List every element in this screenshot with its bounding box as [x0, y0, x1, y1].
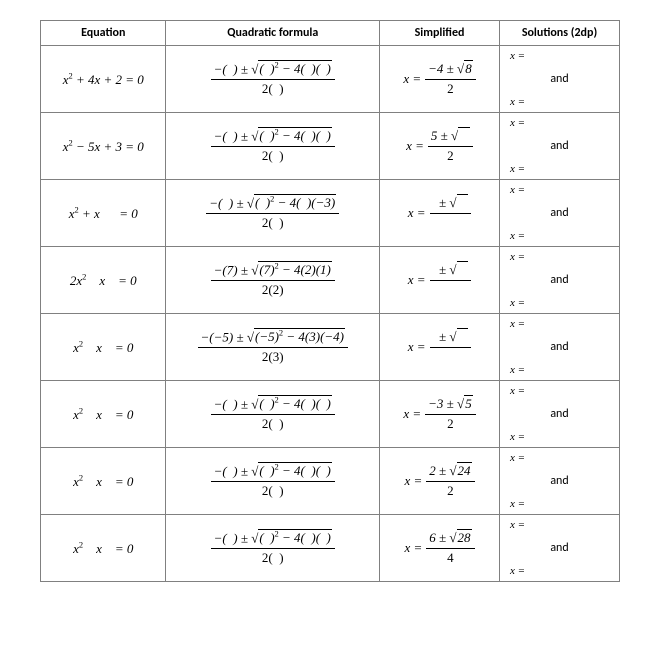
solution-x1: x =: [504, 117, 615, 129]
solution-and: and: [504, 206, 615, 220]
solutions-cell: x = and x =: [500, 448, 620, 515]
solution-x1: x =: [504, 519, 615, 531]
equation-cell: x2 + x = 0: [41, 180, 166, 247]
quadratic-formula-cell: −( ) ± √( )2 − 4( )( )2( ): [166, 381, 380, 448]
quadratic-formula-table: Equation Quadratic formula Simplified So…: [40, 20, 620, 582]
solutions-cell: x = and x =: [500, 247, 620, 314]
table-row: x2 + 4x + 2 = 0−( ) ± √( )2 − 4( )( )2( …: [41, 46, 620, 113]
equation-cell: x2 − 5x + 3 = 0: [41, 113, 166, 180]
solution-x2: x =: [504, 96, 615, 108]
simplified-cell: x =−4 ± √82: [380, 46, 500, 113]
table-row: x2 − 5x + 3 = 0−( ) ± √( )2 − 4( )( )2( …: [41, 113, 620, 180]
simplified-cell: x =6 ± √284: [380, 515, 500, 582]
equation-cell: x2 x = 0: [41, 448, 166, 515]
table-row: 2x2 x = 0−(7) ± √(7)2 − 4(2)(1)2(2)x = ±…: [41, 247, 620, 314]
quadratic-formula-cell: −( ) ± √( )2 − 4( )( )2( ): [166, 448, 380, 515]
header-solutions: Solutions (2dp): [500, 21, 620, 46]
equation-cell: x2 x = 0: [41, 314, 166, 381]
solutions-cell: x = and x =: [500, 46, 620, 113]
solutions-cell: x = and x =: [500, 381, 620, 448]
solution-x2: x =: [504, 297, 615, 309]
equation-cell: 2x2 x = 0: [41, 247, 166, 314]
solutions-cell: x = and x =: [500, 314, 620, 381]
table-row: x2 x = 0−( ) ± √( )2 − 4( )( )2( )x =6 ±…: [41, 515, 620, 582]
solution-x1: x =: [504, 50, 615, 62]
simplified-cell: x = ± √: [380, 247, 500, 314]
solution-and: and: [504, 139, 615, 153]
header-simplified: Simplified: [380, 21, 500, 46]
header-equation: Equation: [41, 21, 166, 46]
solution-x1: x =: [504, 184, 615, 196]
table-row: x2 x = 0−( ) ± √( )2 − 4( )( )2( )x =−3 …: [41, 381, 620, 448]
simplified-cell: x = ± √: [380, 314, 500, 381]
solution-and: and: [504, 340, 615, 354]
quadratic-formula-cell: −(−5) ± √(−5)2 − 4(3)(−4)2(3): [166, 314, 380, 381]
solution-x2: x =: [504, 431, 615, 443]
solution-and: and: [504, 407, 615, 421]
simplified-cell: x = ± √: [380, 180, 500, 247]
table-row: x2 x = 0−(−5) ± √(−5)2 − 4(3)(−4)2(3)x =…: [41, 314, 620, 381]
solution-x1: x =: [504, 385, 615, 397]
quadratic-formula-cell: −(7) ± √(7)2 − 4(2)(1)2(2): [166, 247, 380, 314]
solution-and: and: [504, 474, 615, 488]
equation-cell: x2 x = 0: [41, 515, 166, 582]
solution-x2: x =: [504, 364, 615, 376]
solution-x2: x =: [504, 498, 615, 510]
simplified-cell: x =5 ± √ 2: [380, 113, 500, 180]
table-row: x2 + x = 0−( ) ± √( )2 − 4( )(−3)2( )x =…: [41, 180, 620, 247]
quadratic-formula-cell: −( ) ± √( )2 − 4( )( )2( ): [166, 515, 380, 582]
solution-and: and: [504, 273, 615, 287]
quadratic-formula-cell: −( ) ± √( )2 − 4( )( )2( ): [166, 46, 380, 113]
quadratic-formula-cell: −( ) ± √( )2 − 4( )( )2( ): [166, 113, 380, 180]
equation-cell: x2 + 4x + 2 = 0: [41, 46, 166, 113]
quadratic-formula-cell: −( ) ± √( )2 − 4( )(−3)2( ): [166, 180, 380, 247]
simplified-cell: x =2 ± √242: [380, 448, 500, 515]
solutions-cell: x = and x =: [500, 515, 620, 582]
solution-x2: x =: [504, 163, 615, 175]
simplified-cell: x =−3 ± √52: [380, 381, 500, 448]
solution-x2: x =: [504, 565, 615, 577]
solution-x1: x =: [504, 318, 615, 330]
equation-cell: x2 x = 0: [41, 381, 166, 448]
header-quadratic-formula: Quadratic formula: [166, 21, 380, 46]
table-row: x2 x = 0−( ) ± √( )2 − 4( )( )2( )x =2 ±…: [41, 448, 620, 515]
solution-and: and: [504, 72, 615, 86]
solution-and: and: [504, 541, 615, 555]
solutions-cell: x = and x =: [500, 113, 620, 180]
solution-x2: x =: [504, 230, 615, 242]
solution-x1: x =: [504, 452, 615, 464]
solutions-cell: x = and x =: [500, 180, 620, 247]
solution-x1: x =: [504, 251, 615, 263]
